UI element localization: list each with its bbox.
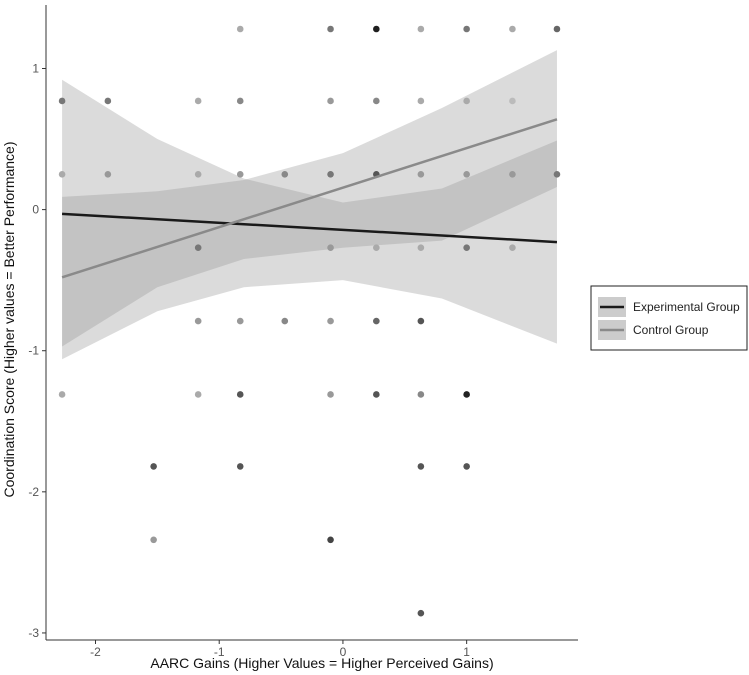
data-point xyxy=(281,317,289,325)
x-tick-label: 1 xyxy=(463,645,470,659)
data-point xyxy=(373,391,380,398)
data-point xyxy=(58,171,66,178)
data-point xyxy=(509,25,516,33)
data-point xyxy=(236,463,244,470)
data-point xyxy=(417,317,425,325)
confidence-bands xyxy=(62,50,557,360)
y-tick-label: 0 xyxy=(32,203,39,217)
legend-item-control: Control Group xyxy=(598,320,709,340)
data-point xyxy=(417,97,425,105)
data-point xyxy=(327,317,334,325)
fit-line-control xyxy=(61,118,558,279)
fit-line-experimental xyxy=(62,212,558,244)
data-point xyxy=(417,609,425,617)
data-point xyxy=(463,97,470,105)
y-tick-label: -2 xyxy=(28,485,39,499)
fit-lines xyxy=(61,118,558,279)
data-point xyxy=(373,25,380,33)
data-point xyxy=(463,171,470,178)
y-tick-label: 1 xyxy=(32,62,39,76)
legend-label-control: Control Group xyxy=(633,323,709,337)
data-point xyxy=(417,25,425,33)
data-point xyxy=(373,244,380,252)
data-point xyxy=(463,463,470,470)
data-point xyxy=(373,97,380,105)
data-point xyxy=(327,97,334,105)
data-point xyxy=(463,244,470,252)
data-point xyxy=(236,317,244,325)
data-point xyxy=(194,97,202,105)
data-point xyxy=(553,25,561,33)
data-point xyxy=(463,391,470,398)
confidence-band-experimental xyxy=(62,79,557,347)
data-point xyxy=(417,171,425,178)
data-point xyxy=(417,463,425,470)
data-point xyxy=(509,171,516,178)
data-point xyxy=(327,171,334,178)
legend-item-experimental: Experimental Group xyxy=(598,297,740,317)
data-point xyxy=(58,97,66,105)
x-tick-label: 0 xyxy=(340,645,347,659)
data-point xyxy=(509,244,516,252)
data-point xyxy=(236,391,244,398)
data-point xyxy=(194,317,202,325)
data-point xyxy=(417,244,425,252)
data-point xyxy=(236,97,244,105)
y-ticks: 1 0 -1 -2 -3 xyxy=(28,62,46,640)
data-point xyxy=(463,25,470,33)
x-tick-label: -1 xyxy=(214,645,225,659)
data-point xyxy=(194,244,202,252)
data-point xyxy=(327,536,334,544)
x-axis-title: AARC Gains (Higher Values = Higher Perce… xyxy=(150,655,493,671)
y-tick-label: -3 xyxy=(28,626,39,640)
confidence-band-control xyxy=(62,50,557,360)
data-point xyxy=(281,171,289,178)
x-ticks: -2 -1 0 1 xyxy=(90,640,470,659)
data-point xyxy=(417,391,425,398)
data-point xyxy=(104,97,112,105)
data-point xyxy=(553,171,561,178)
data-point xyxy=(236,25,244,33)
data-point xyxy=(236,171,244,178)
data-point xyxy=(327,244,334,252)
data-point xyxy=(58,391,66,398)
legend-label-experimental: Experimental Group xyxy=(633,300,740,314)
data-point xyxy=(194,171,202,178)
axes xyxy=(45,5,578,641)
data-point xyxy=(150,463,157,470)
x-tick-label: -2 xyxy=(90,645,101,659)
data-point xyxy=(327,391,334,398)
y-tick-label: -1 xyxy=(28,344,39,358)
legend: Experimental Group Control Group xyxy=(590,285,748,351)
data-point xyxy=(373,317,380,325)
data-point xyxy=(104,171,112,178)
data-point xyxy=(194,391,202,398)
data-point xyxy=(150,536,157,544)
data-point xyxy=(327,25,334,33)
data-points xyxy=(58,25,561,617)
y-axis-title: Coordination Score (Higher values = Bett… xyxy=(1,141,17,497)
legend-box xyxy=(590,285,748,351)
data-point xyxy=(509,97,516,105)
